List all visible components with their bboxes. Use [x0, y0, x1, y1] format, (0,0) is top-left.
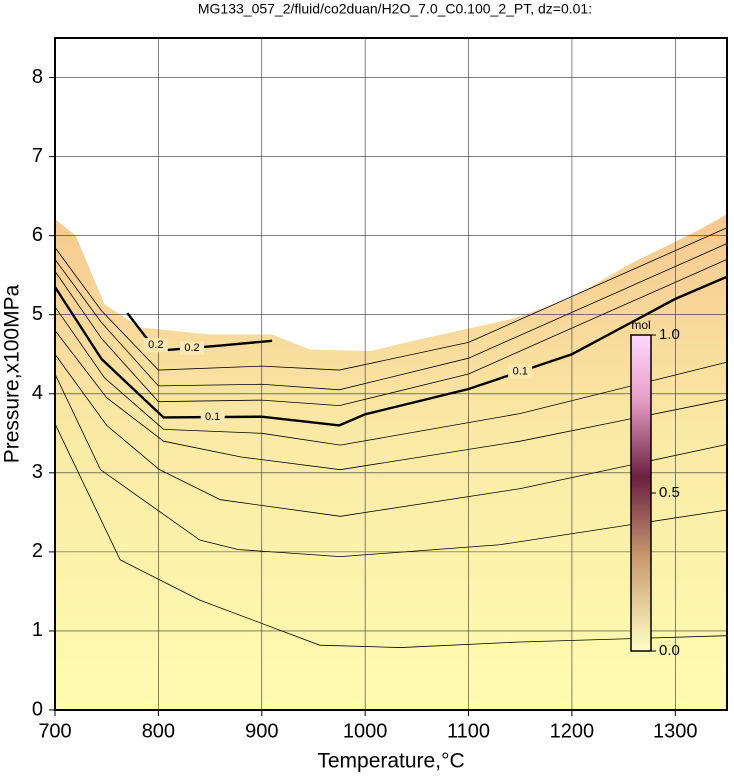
labeled-contour [53, 275, 728, 427]
chart-title: MG133_057_2/fluid/co2duan/H2O_7.0_C0.100… [198, 1, 592, 17]
x-tick-label: 1100 [447, 720, 490, 742]
y-tick-label: 6 [32, 224, 43, 246]
contour-label-bg [200, 410, 225, 425]
contour-label-bg [143, 338, 168, 353]
y-tick-label: 3 [32, 461, 43, 483]
contour-label: 0.1 [513, 366, 528, 378]
contour-line [54, 258, 728, 407]
contour-line [54, 243, 728, 391]
x-tick-label: 1200 [550, 720, 595, 742]
y-tick-label: 7 [32, 145, 43, 167]
contour-label: 0.2 [184, 342, 199, 354]
colorbar [630, 334, 652, 652]
colorbar-label: mol [631, 318, 650, 332]
y-tick-label: 5 [32, 303, 43, 325]
x-axis-label: Temperature,°C [317, 750, 464, 773]
x-tick-label: 1000 [343, 720, 388, 742]
x-tick-label: 800 [142, 720, 175, 742]
plot-frame [54, 37, 728, 711]
x-tick-label: 900 [245, 720, 278, 742]
domain-fill [55, 214, 727, 710]
y-tick-label: 0 [32, 698, 43, 720]
y-tick-label: 1 [32, 619, 43, 641]
x-tick-label: 700 [38, 720, 71, 742]
contour-line [54, 353, 728, 517]
y-axis-label: Pressure,x100MPa [1, 284, 24, 463]
y-tick-label: 4 [32, 382, 43, 404]
contour-label-bg [508, 364, 533, 379]
contour-line [54, 306, 728, 446]
colorbar-tick-label: 0.5 [659, 484, 680, 501]
x-tick-label: 1300 [653, 720, 698, 742]
y-tick-label: 2 [32, 540, 43, 562]
contour-label: 0.1 [205, 411, 220, 423]
contour-line [54, 330, 728, 471]
colorbar-tick-label: 1.0 [659, 326, 680, 343]
contour-label: 0.2 [148, 339, 163, 351]
contour-line [54, 227, 728, 371]
y-tick-label: 8 [32, 66, 43, 88]
contour-label-bg [179, 340, 204, 355]
contour-line [54, 423, 728, 648]
colorbar-tick-label: 0.0 [659, 642, 680, 659]
contour-line [54, 373, 728, 558]
